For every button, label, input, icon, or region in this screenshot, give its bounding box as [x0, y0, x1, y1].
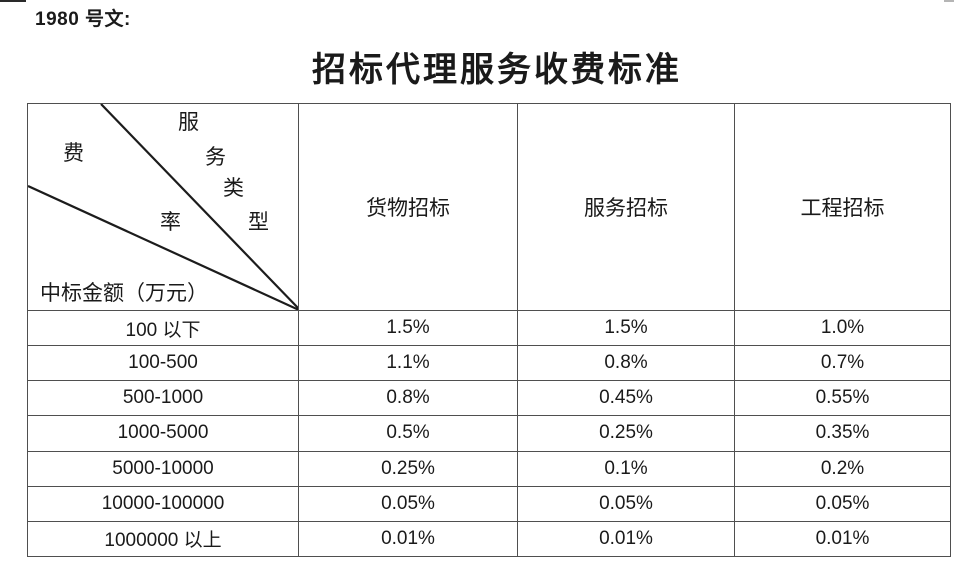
- rate-cell-goods: 0.05%: [298, 485, 518, 522]
- rate-cell-goods: 0.8%: [298, 380, 518, 417]
- diagonal-corner-cell: 服 务 类 型 费 率 中标金额（万元）: [27, 103, 299, 311]
- corner-service-type-char-4: 型: [248, 210, 269, 234]
- corner-amount-axis-label: 中标金额（万元）: [40, 281, 208, 305]
- rate-cell-services: 0.05%: [517, 485, 735, 522]
- row-amount-label: 1000000 以上: [27, 520, 299, 558]
- row-amount-label: 1000-5000: [27, 415, 299, 452]
- rate-cell-services: 1.5%: [517, 309, 735, 347]
- table-row: 500-1000 0.8% 0.45% 0.55%: [27, 380, 951, 417]
- rate-cell-services: 0.8%: [517, 345, 735, 382]
- page-title: 招标代理服务收费标准: [312, 52, 682, 89]
- header-row: 服 务 类 型 费 率 中标金额（万元） 货物招标 服务招标 工程招标: [27, 103, 951, 311]
- row-amount-label: 5000-10000: [27, 450, 299, 487]
- scan-artifact-top-left: [0, 0, 26, 2]
- rate-cell-goods: 0.01%: [298, 520, 518, 558]
- rate-cell-works: 1.0%: [734, 309, 951, 347]
- rate-cell-services: 0.45%: [517, 380, 735, 417]
- table-row: 5000-10000 0.25% 0.1% 0.2%: [27, 450, 951, 487]
- rate-cell-services: 0.1%: [517, 450, 735, 487]
- table-row: 1000-5000 0.5% 0.25% 0.35%: [27, 415, 951, 452]
- table-row: 10000-100000 0.05% 0.05% 0.05%: [27, 485, 951, 522]
- corner-service-type-char-1: 服: [178, 110, 199, 134]
- row-amount-label: 500-1000: [27, 380, 299, 417]
- rate-cell-goods: 1.1%: [298, 345, 518, 382]
- scan-artifact-top-right: [944, 0, 954, 2]
- table-row: 100-500 1.1% 0.8% 0.7%: [27, 345, 951, 382]
- table-row: 1000000 以上 0.01% 0.01% 0.01%: [27, 520, 951, 558]
- rate-cell-services: 0.25%: [517, 415, 735, 452]
- column-header-works: 工程招标: [734, 103, 951, 311]
- row-amount-label: 100 以下: [27, 309, 299, 347]
- column-header-services: 服务招标: [517, 103, 735, 311]
- corner-service-type-char-2: 务: [205, 145, 226, 169]
- column-header-goods: 货物招标: [298, 103, 518, 311]
- rate-cell-works: 0.55%: [734, 380, 951, 417]
- fee-standard-table: 服 务 类 型 费 率 中标金额（万元） 货物招标 服务招标 工程招标 100 …: [27, 103, 951, 558]
- rate-cell-goods: 0.25%: [298, 450, 518, 487]
- rate-cell-goods: 0.5%: [298, 415, 518, 452]
- rate-cell-goods: 1.5%: [298, 309, 518, 347]
- rate-cell-works: 0.01%: [734, 520, 951, 558]
- rate-cell-works: 0.2%: [734, 450, 951, 487]
- doc-reference-number: 1980 号文:: [35, 9, 131, 30]
- corner-fee-rate-char-2: 率: [160, 210, 181, 234]
- diagonal-divider-lines: [28, 104, 298, 310]
- corner-fee-rate-char-1: 费: [63, 141, 84, 165]
- row-amount-label: 10000-100000: [27, 485, 299, 522]
- rate-cell-works: 0.7%: [734, 345, 951, 382]
- diagonal-line-upper: [100, 104, 298, 310]
- diagonal-line-lower: [28, 185, 298, 310]
- rate-cell-works: 0.35%: [734, 415, 951, 452]
- table-row: 100 以下 1.5% 1.5% 1.0%: [27, 309, 951, 347]
- rate-cell-works: 0.05%: [734, 485, 951, 522]
- rate-cell-services: 0.01%: [517, 520, 735, 558]
- row-amount-label: 100-500: [27, 345, 299, 382]
- corner-service-type-char-3: 类: [223, 176, 244, 200]
